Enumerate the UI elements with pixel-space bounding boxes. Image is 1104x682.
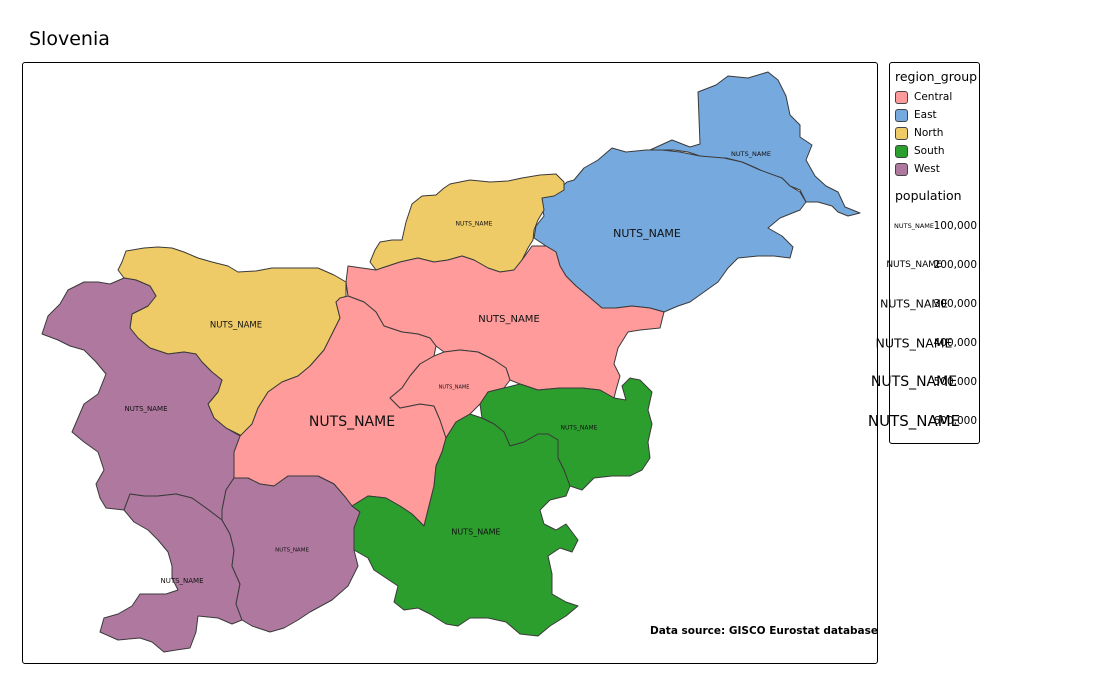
region-east-savinjska-label: NUTS_NAME bbox=[613, 227, 681, 240]
legend-region-title: region_group bbox=[895, 69, 978, 84]
region-west-primorsko-notranjska-label: NUTS_NAME bbox=[275, 548, 309, 554]
legend-size-value: 300,000 bbox=[933, 298, 977, 310]
region-central-zasavska-label: NUTS_NAME bbox=[439, 385, 470, 391]
legend-size-symbol: NUTS_NAME bbox=[867, 412, 961, 430]
map-title: Slovenia bbox=[29, 28, 110, 50]
region-south-jugovzhodna bbox=[351, 413, 579, 637]
legend-swatch bbox=[895, 90, 908, 104]
legend-swatch bbox=[895, 126, 908, 140]
legend-size-row: 200,000 NUTS_NAME bbox=[886, 255, 981, 275]
legend-label: South bbox=[914, 145, 945, 157]
legend-size-row: 600,000 NUTS_NAME bbox=[868, 411, 981, 431]
region-north-gorenjska-upper-label: NUTS_NAME bbox=[456, 221, 493, 228]
legend-item-central: Central bbox=[895, 90, 952, 104]
legend-size-symbol: NUTS_NAME bbox=[880, 297, 948, 311]
region-south-posavska-label: NUTS_NAME bbox=[561, 425, 598, 432]
region-west-obalno-kraska bbox=[99, 493, 243, 653]
legend-item-west: West bbox=[895, 162, 940, 176]
region-west-goriska-label: NUTS_NAME bbox=[124, 405, 167, 413]
legend-size-row: 500,000 NUTS_NAME bbox=[871, 372, 981, 392]
legend-size-row: 400,000 NUTS_NAME bbox=[876, 333, 981, 353]
region-east-koroska-label: NUTS_NAME bbox=[731, 150, 771, 158]
legend: region_group Central East North South West p… bbox=[868, 62, 981, 444]
region-central-eastern-central-label: NUTS_NAME bbox=[478, 314, 540, 325]
region-west-obalno-kraska-label: NUTS_NAME bbox=[160, 577, 203, 585]
legend-item-east: East bbox=[895, 108, 937, 122]
region-west-primorsko-notranjska bbox=[221, 475, 361, 633]
legend-item-north: North bbox=[895, 126, 943, 140]
legend-swatch bbox=[895, 144, 908, 158]
data-source-note: Data source: GISCO Eurostat database bbox=[650, 625, 879, 637]
region-south-jugovzhodna-label: NUTS_NAME bbox=[451, 528, 500, 537]
legend-label: Central bbox=[914, 91, 953, 103]
legend-label: East bbox=[914, 109, 937, 121]
legend-size-value: 100,000 bbox=[933, 220, 977, 232]
legend-size-value: 400,000 bbox=[933, 337, 977, 349]
legend-size-symbol: NUTS_NAME bbox=[870, 374, 958, 390]
legend-size-value: 200,000 bbox=[933, 259, 977, 271]
map-frame bbox=[22, 62, 878, 664]
legend-size-row: 300,000 NUTS_NAME bbox=[880, 294, 981, 314]
region-central-zasavska bbox=[389, 349, 511, 439]
legend-label: West bbox=[914, 163, 940, 175]
legend-size-symbol: NUTS_NAME bbox=[894, 222, 934, 230]
region-north-gorenjska-label: NUTS_NAME bbox=[210, 321, 262, 331]
region-central-osrednja-label: NUTS_NAME bbox=[309, 414, 395, 430]
legend-size-title: population bbox=[895, 188, 962, 203]
legend-size-symbol: NUTS_NAME bbox=[886, 260, 942, 270]
legend-item-south: South bbox=[895, 144, 945, 158]
legend-size-value: 500,000 bbox=[933, 376, 977, 388]
legend-swatch bbox=[895, 162, 908, 176]
legend-label: North bbox=[914, 127, 944, 139]
legend-swatch bbox=[895, 108, 908, 122]
legend-size-symbol: NUTS_NAME bbox=[875, 335, 953, 351]
legend-size-value: 600,000 bbox=[933, 415, 977, 427]
legend-size-row: 100,000 NUTS_NAME bbox=[890, 216, 981, 236]
